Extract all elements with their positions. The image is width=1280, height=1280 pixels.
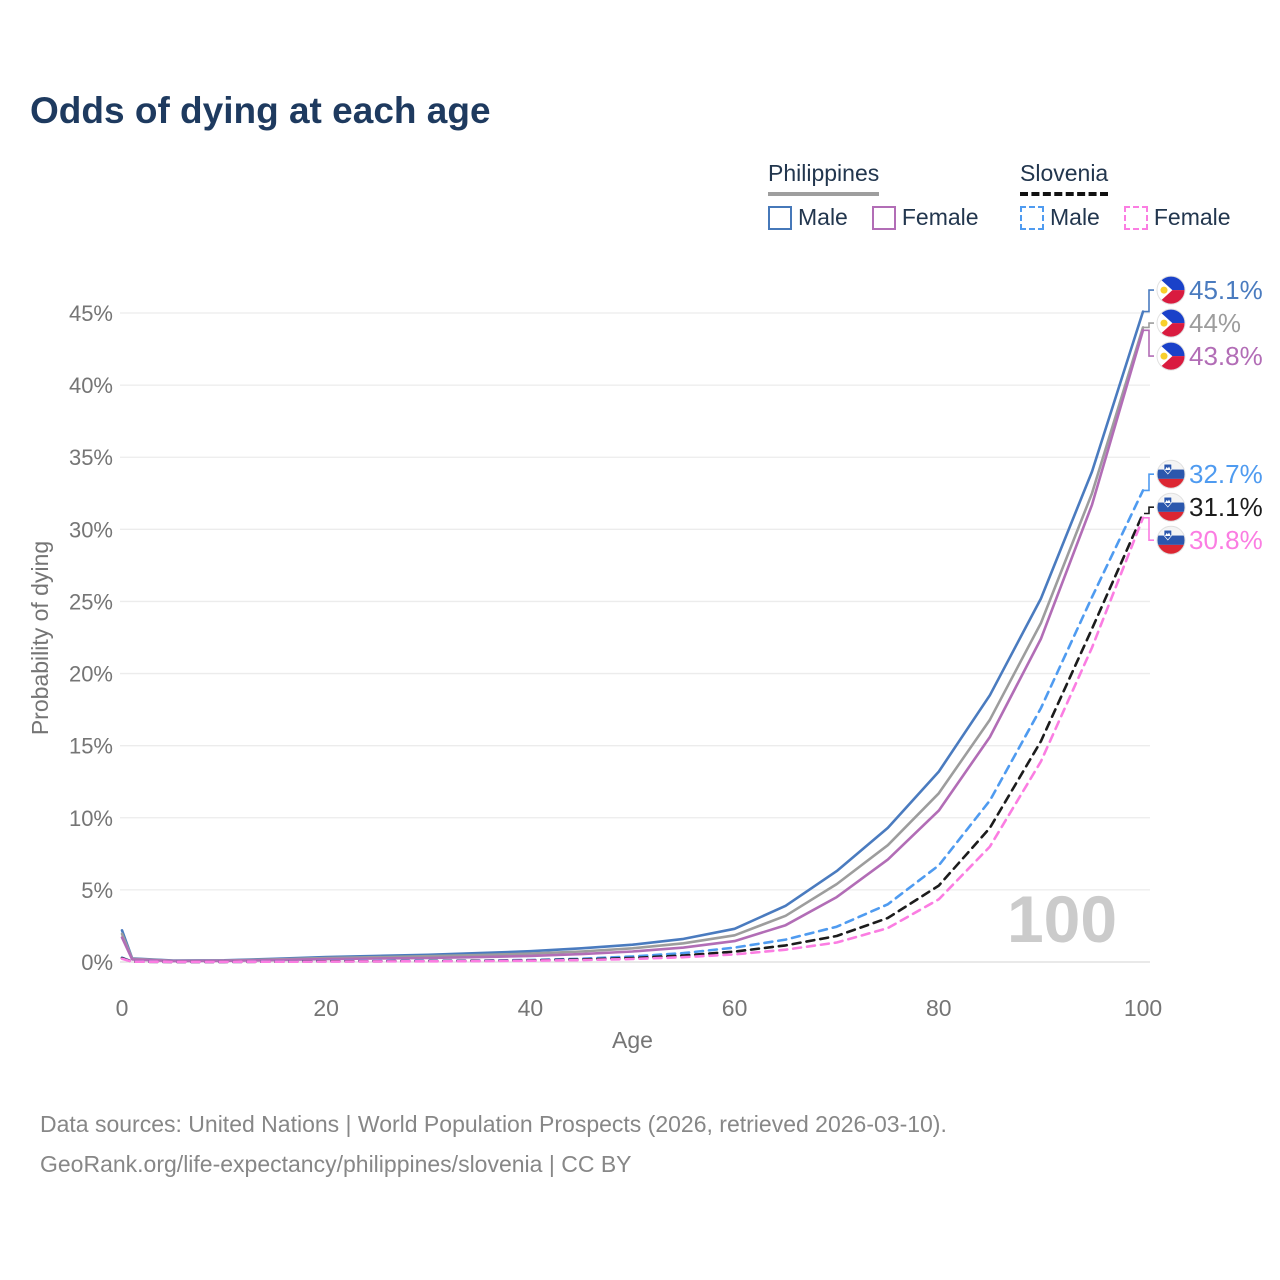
legend-item-philippines-female[interactable]: Female bbox=[871, 204, 979, 231]
y-tick-label: 20% bbox=[69, 662, 113, 687]
slovenia-flag-icon bbox=[1156, 492, 1186, 522]
legend-group-philippines: Philippines Male Female bbox=[768, 160, 979, 231]
end-label-connector bbox=[1144, 289, 1154, 313]
slovenia-female-swatch-icon bbox=[1123, 205, 1148, 230]
end-label-connector bbox=[1144, 506, 1154, 515]
legend-item-slovenia-female[interactable]: Female bbox=[1123, 204, 1231, 231]
end-value-label: 30.8% bbox=[1189, 525, 1263, 555]
end-label-connector bbox=[1144, 473, 1154, 492]
series-line-slovenia-male[interactable] bbox=[120, 489, 1145, 964]
x-tick-label: 80 bbox=[926, 995, 952, 1021]
y-axis-title: Probability of dying bbox=[27, 541, 53, 735]
end-label-connector bbox=[1144, 329, 1154, 357]
philippines-female-swatch-icon bbox=[871, 205, 896, 230]
x-tick-label: 60 bbox=[722, 995, 748, 1021]
footer-data-sources: Data sources: United Nations | World Pop… bbox=[40, 1111, 947, 1137]
y-tick-label: 40% bbox=[69, 373, 113, 398]
y-tick-label: 0% bbox=[81, 950, 113, 975]
philippines-male-swatch-icon bbox=[768, 205, 792, 230]
series-line-philippines-both-sexes[interactable] bbox=[120, 326, 1145, 963]
series-line-philippines-male[interactable] bbox=[120, 310, 1145, 962]
legend-country-slovenia: Slovenia bbox=[1020, 160, 1109, 196]
x-tick-label: 20 bbox=[313, 995, 339, 1021]
legend-item-label: Female bbox=[901, 204, 979, 230]
slovenia-male-swatch-icon bbox=[1020, 205, 1044, 230]
y-tick-label: 10% bbox=[69, 806, 113, 831]
legend-item-label: Male bbox=[798, 204, 848, 230]
end-value-label: 45.1% bbox=[1189, 275, 1263, 305]
legend-country-philippines: Philippines bbox=[768, 160, 880, 196]
end-label-connector bbox=[1144, 517, 1154, 541]
footer-attribution: GeoRank.org/life-expectancy/philippines/… bbox=[40, 1151, 632, 1177]
legend-item-slovenia-male[interactable]: Male bbox=[1020, 204, 1100, 231]
footer: Data sources: United Nations | World Pop… bbox=[40, 1104, 947, 1184]
y-tick-label: 30% bbox=[69, 517, 113, 542]
x-tick-label: 100 bbox=[1124, 995, 1162, 1021]
y-tick-label: 15% bbox=[69, 734, 113, 759]
page-title: Odds of dying at each age bbox=[30, 90, 491, 131]
x-axis-title: Age bbox=[612, 1027, 653, 1053]
end-value-label: 43.8% bbox=[1189, 341, 1263, 371]
series-line-philippines-female[interactable] bbox=[120, 329, 1145, 963]
y-tick-label: 35% bbox=[69, 445, 113, 470]
x-tick-label: 0 bbox=[116, 995, 129, 1021]
y-tick-label: 25% bbox=[69, 589, 113, 614]
legend-item-label: Male bbox=[1050, 204, 1100, 230]
x-tick-label: 40 bbox=[518, 995, 544, 1021]
philippines-flag-icon bbox=[1156, 308, 1186, 338]
philippines-flag-icon bbox=[1156, 341, 1186, 371]
series-line-slovenia-female[interactable] bbox=[120, 516, 1145, 964]
end-value-label: 44% bbox=[1189, 308, 1241, 338]
slovenia-flag-icon bbox=[1156, 525, 1186, 555]
end-value-label: 31.1% bbox=[1189, 492, 1263, 522]
legend-group-slovenia: Slovenia Male Female bbox=[1020, 160, 1231, 231]
end-label-connector bbox=[1144, 322, 1154, 329]
y-tick-label: 45% bbox=[69, 301, 113, 326]
philippines-flag-icon bbox=[1156, 275, 1186, 305]
age-watermark: 100 bbox=[1007, 882, 1117, 956]
slovenia-flag-icon bbox=[1156, 459, 1186, 489]
legend-item-label: Female bbox=[1153, 204, 1231, 230]
end-value-label: 32.7% bbox=[1189, 459, 1263, 489]
legend-item-philippines-male[interactable]: Male bbox=[768, 204, 848, 231]
y-tick-label: 5% bbox=[81, 878, 113, 903]
